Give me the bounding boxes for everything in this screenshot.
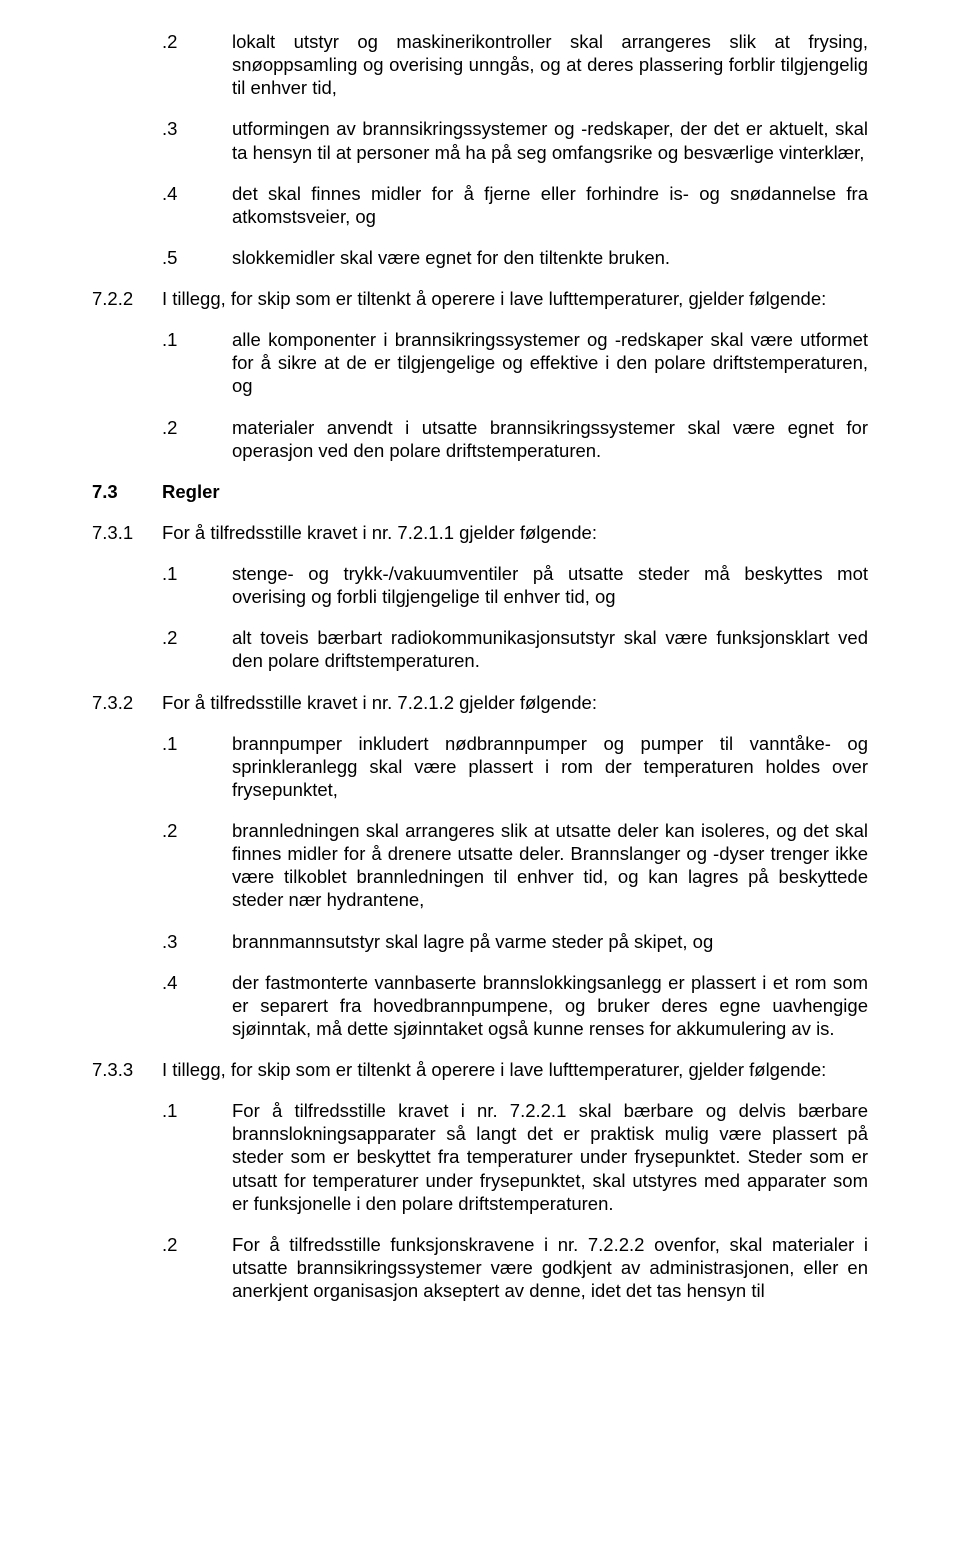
item-text: stenge- og trykk-/vakuumventiler på utsa… [232, 562, 868, 608]
item-number: .1 [162, 562, 232, 608]
list-item: .4 det skal finnes midler for å fjerne e… [92, 182, 868, 228]
list-item: .2 alt toveis bærbart radiokommunikasjon… [92, 626, 868, 672]
section-number: 7.3.3 [92, 1058, 162, 1081]
item-text: det skal finnes midler for å fjerne elle… [232, 182, 868, 228]
item-blank [92, 971, 162, 1040]
section-number: 7.3.1 [92, 521, 162, 544]
item-number: .2 [162, 819, 232, 912]
list-item: .2 brannledningen skal arrangeres slik a… [92, 819, 868, 912]
item-blank [92, 182, 162, 228]
section-number: 7.3.2 [92, 691, 162, 714]
item-number: .2 [162, 416, 232, 462]
list-item: .1 stenge- og trykk-/vakuumventiler på u… [92, 562, 868, 608]
item-number: .4 [162, 182, 232, 228]
item-blank [92, 328, 162, 397]
item-blank [92, 819, 162, 912]
item-text: slokkemidler skal være egnet for den til… [232, 246, 868, 269]
item-text: For å tilfredsstille funksjonskravene i … [232, 1233, 868, 1302]
list-item: .3 utformingen av brannsikringssystemer … [92, 117, 868, 163]
item-number: .3 [162, 117, 232, 163]
item-number: .5 [162, 246, 232, 269]
section-heading: 7.3.2 For å tilfredsstille kravet i nr. … [92, 691, 868, 714]
section-text: For å tilfredsstille kravet i nr. 7.2.1.… [162, 521, 868, 544]
item-blank [92, 1099, 162, 1215]
item-number: .2 [162, 1233, 232, 1302]
item-number: .1 [162, 328, 232, 397]
item-blank [92, 562, 162, 608]
item-number: .1 [162, 1099, 232, 1215]
item-number: .2 [162, 626, 232, 672]
item-blank [92, 416, 162, 462]
item-blank [92, 930, 162, 953]
section-heading: 7.2.2 I tillegg, for skip som er tiltenk… [92, 287, 868, 310]
section-title: Regler [162, 480, 868, 503]
item-text: brannledningen skal arrangeres slik at u… [232, 819, 868, 912]
item-blank [92, 30, 162, 99]
list-item: .3 brannmannsutstyr skal lagre på varme … [92, 930, 868, 953]
section-text: I tillegg, for skip som er tiltenkt å op… [162, 287, 868, 310]
list-item: .4 der fastmonterte vannbaserte brannslo… [92, 971, 868, 1040]
list-item: .5 slokkemidler skal være egnet for den … [92, 246, 868, 269]
item-text: lokalt utstyr og maskinerikontroller ska… [232, 30, 868, 99]
item-text: For å tilfredsstille kravet i nr. 7.2.2.… [232, 1099, 868, 1215]
item-blank [92, 246, 162, 269]
list-item: .1 For å tilfredsstille kravet i nr. 7.2… [92, 1099, 868, 1215]
item-blank [92, 732, 162, 801]
item-text: brannpumper inkludert nødbrannpumper og … [232, 732, 868, 801]
section-heading: 7.3.1 For å tilfredsstille kravet i nr. … [92, 521, 868, 544]
item-text: alle komponenter i brannsikringssystemer… [232, 328, 868, 397]
list-item: .2 For å tilfredsstille funksjonskravene… [92, 1233, 868, 1302]
section-number: 7.2.2 [92, 287, 162, 310]
item-blank [92, 626, 162, 672]
item-text: brannmannsutstyr skal lagre på varme ste… [232, 930, 868, 953]
item-text: utformingen av brannsikringssystemer og … [232, 117, 868, 163]
list-item: .1 alle komponenter i brannsikringssyste… [92, 328, 868, 397]
section-text: For å tilfredsstille kravet i nr. 7.2.1.… [162, 691, 868, 714]
item-number: .1 [162, 732, 232, 801]
item-number: .3 [162, 930, 232, 953]
section-heading: 7.3 Regler [92, 480, 868, 503]
item-number: .2 [162, 30, 232, 99]
item-text: der fastmonterte vannbaserte brannslokki… [232, 971, 868, 1040]
item-text: materialer anvendt i utsatte brannsikrin… [232, 416, 868, 462]
item-text: alt toveis bærbart radiokommunikasjonsut… [232, 626, 868, 672]
list-item: .1 brannpumper inkludert nødbrannpumper … [92, 732, 868, 801]
list-item: .2 materialer anvendt i utsatte brannsik… [92, 416, 868, 462]
item-number: .4 [162, 971, 232, 1040]
section-text: I tillegg, for skip som er tiltenkt å op… [162, 1058, 868, 1081]
item-blank [92, 1233, 162, 1302]
section-heading: 7.3.3 I tillegg, for skip som er tiltenk… [92, 1058, 868, 1081]
item-blank [92, 117, 162, 163]
list-item: .2 lokalt utstyr og maskinerikontroller … [92, 30, 868, 99]
section-number: 7.3 [92, 480, 162, 503]
